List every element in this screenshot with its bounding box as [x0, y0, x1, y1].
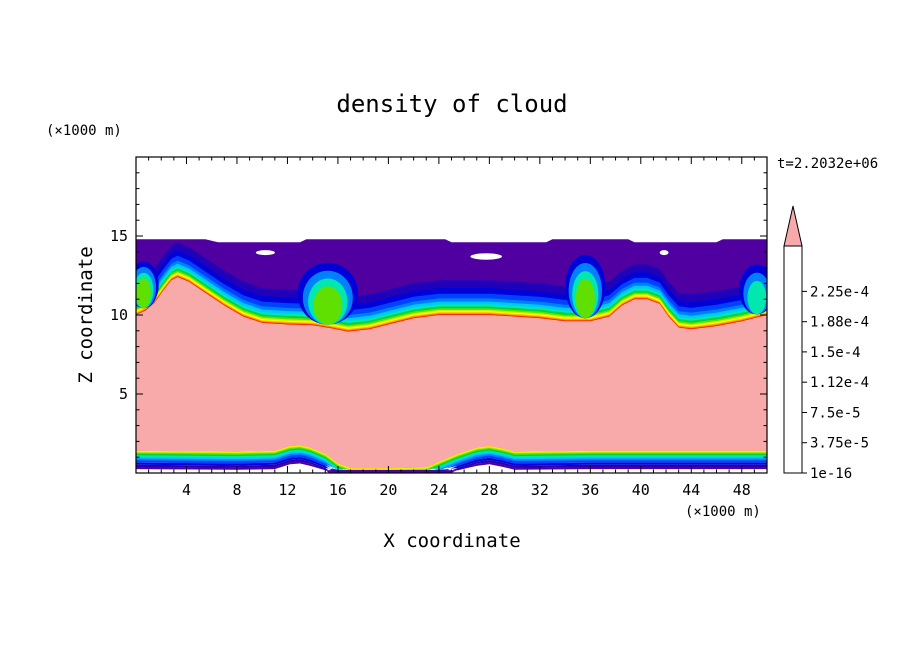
plume-2-level-8	[575, 279, 595, 319]
colorbar-tick-label-5: 1.88e-4	[810, 315, 869, 331]
z-unit-label: (×1000 m)	[46, 123, 122, 139]
colorbar-tick-label-6: 2.25e-4	[810, 284, 869, 300]
x-tick-label-32: 32	[531, 481, 549, 499]
x-tick-label-28: 28	[480, 481, 498, 499]
x-tick-label-16: 16	[329, 481, 347, 499]
over-range-core	[136, 277, 767, 469]
clear-patch-1	[470, 253, 503, 260]
colorbar-frame	[783, 245, 803, 474]
colorbar-tick-label-3: 1.12e-4	[810, 375, 869, 391]
z-tick-label-15: 15	[110, 227, 128, 245]
x-tick-label-40: 40	[632, 481, 650, 499]
time-label: t=2.2032e+06	[777, 156, 878, 172]
x-tick-label-44: 44	[682, 481, 700, 499]
density-field	[136, 239, 767, 473]
level-band-upper-11	[136, 274, 767, 332]
colorbar-over-arrow	[783, 205, 803, 247]
z-tick-label-5: 5	[119, 385, 128, 403]
z-tick-label-10: 10	[110, 306, 128, 324]
level-band-lower-2	[136, 457, 767, 473]
level-band-lower-8	[136, 447, 767, 471]
x-tick-label-20: 20	[379, 481, 397, 499]
colorbar-tick-label-0: 1e-16	[810, 466, 852, 482]
x-tick-label-8: 8	[232, 481, 241, 499]
x-tick-label-36: 36	[581, 481, 599, 499]
level-band-lower-6	[136, 449, 767, 473]
x-tick-label-24: 24	[430, 481, 448, 499]
colorbar-tick-label-2: 7.5e-5	[810, 406, 861, 422]
colorbar-tick-label-1: 3.75e-5	[810, 436, 869, 452]
plume-0-level-8	[136, 278, 151, 309]
plume-3-level-6	[747, 280, 767, 315]
colorbar: 1e-16 3.75e-5 7.5e-5 1.12e-4 1.5e-4 1.88e-4 2.…	[783, 205, 869, 482]
plot-frame	[135, 156, 768, 474]
chart-title: density of cloud	[336, 90, 567, 118]
clear-patch-0	[255, 250, 275, 256]
colorbar-tick-label-4: 1.5e-4	[810, 345, 861, 361]
x-unit-label: (×1000 m)	[685, 504, 761, 520]
z-axis-label: Z coordinate	[75, 246, 97, 383]
level-band-upper-12	[136, 275, 767, 332]
clear-patch-2	[659, 250, 669, 256]
x-axis-label: X coordinate	[383, 530, 520, 552]
x-tick-label-4: 4	[182, 481, 191, 499]
level-band-lower-9	[136, 446, 767, 471]
level-band-lower-7	[136, 448, 767, 472]
plume-1-level-8	[313, 286, 343, 325]
x-tick-label-12: 12	[278, 481, 296, 499]
x-tick-label-48: 48	[733, 481, 751, 499]
